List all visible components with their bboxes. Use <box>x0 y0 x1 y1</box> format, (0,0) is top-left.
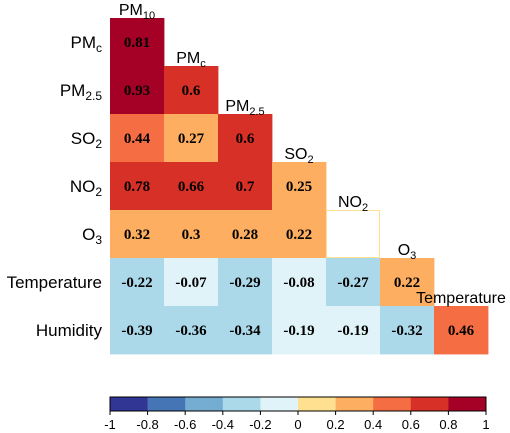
colorbar-segment <box>222 397 261 411</box>
colorbar-segment <box>373 397 412 411</box>
colorbar-ticks: -1 -0.8 -0.6 -0.4 -0.2 0 0.2 0.4 0.6 0.8 1 <box>104 411 490 432</box>
cell-value-label: 0.7 <box>236 179 255 195</box>
cell-value-label: 0.32 <box>124 227 150 243</box>
cell-value-label: 0.6 <box>182 83 201 99</box>
cell-value-label: 0.22 <box>394 275 420 291</box>
colorbar-segment <box>185 397 224 411</box>
cell-value-label: -0.27 <box>337 275 369 291</box>
cell-value-label: 0.66 <box>178 179 205 195</box>
colorbar-tick-label: 0.4 <box>364 417 382 432</box>
heatmap-cell <box>272 162 327 211</box>
heatmap-cell <box>218 306 273 355</box>
cell-value-label: -0.32 <box>391 323 422 339</box>
column-label: NO2 <box>338 194 368 214</box>
cell-value-label: 0.78 <box>124 179 150 195</box>
colorbar-tick-label: -0.4 <box>212 417 234 432</box>
cell-value-label: 0.6 <box>236 131 255 147</box>
cell-value-label: -0.19 <box>337 323 368 339</box>
cell-value-label: -0.19 <box>283 323 314 339</box>
row-labels: PMc PM2.5 SO2 NO2 O3 Temperature Humidity <box>7 33 103 340</box>
column-labels: PM10 PMc PM2.5 SO2 NO2 O3 Temperature <box>119 2 506 307</box>
cell-value-label: -0.07 <box>175 275 207 291</box>
cell-value-label: -0.08 <box>283 275 314 291</box>
cell-value-label: -0.22 <box>121 275 152 291</box>
heatmap-cell <box>272 258 327 307</box>
heatmap-cell <box>380 306 435 355</box>
cell-value-label: 0.22 <box>286 227 312 243</box>
heatmap-cell <box>380 258 435 307</box>
heatmap-cell <box>164 306 219 355</box>
cell-value-label: 0.93 <box>124 83 150 99</box>
column-label: PM2.5 <box>225 98 264 118</box>
heatmap-cell <box>272 210 327 259</box>
heatmap-cell <box>110 114 165 163</box>
cell-value-label: 0.81 <box>124 35 150 51</box>
column-label: PMc <box>176 50 206 70</box>
heatmap-cell <box>110 18 165 67</box>
row-label: O3 <box>82 225 102 247</box>
heatmap-cell <box>110 258 165 307</box>
heatmap-cell <box>110 162 165 211</box>
colorbar-segment <box>147 397 186 411</box>
heatmap-cell <box>110 210 165 259</box>
colorbar-segment <box>335 397 374 411</box>
cell-value-label: 0.44 <box>124 131 151 147</box>
heatmap-cell <box>164 114 219 163</box>
colorbar-tick-label: -0.6 <box>174 417 196 432</box>
heatmap-cell <box>326 210 380 258</box>
cell-value-label: 0.25 <box>286 179 312 195</box>
cell-value-label: -0.39 <box>121 323 152 339</box>
row-label: SO2 <box>71 129 103 151</box>
row-label: Temperature <box>7 273 102 292</box>
heatmap-cells: 0.81 0.93 0.6 0.44 0.27 0.6 0.78 0.66 0.7 0.25 0.3… <box>110 18 489 355</box>
cell-value-label: -0.29 <box>229 275 260 291</box>
colorbar-tick-label: 1 <box>482 417 489 432</box>
colorbar-tick-label: 0.8 <box>439 417 457 432</box>
column-label: SO2 <box>284 146 313 166</box>
heatmap-cell <box>434 306 489 355</box>
column-label: O3 <box>398 242 417 262</box>
heatmap-cell <box>164 258 219 307</box>
colorbar-segment <box>448 397 487 411</box>
cell-value-label: -0.34 <box>229 323 261 339</box>
heatmap-cell <box>218 258 273 307</box>
colorbar-tick-label: 0.2 <box>327 417 345 432</box>
colorbar-tick-label: -0.2 <box>249 417 271 432</box>
colorbar-tick-label: 0 <box>294 417 301 432</box>
column-label: Temperature <box>416 290 506 307</box>
row-label: PMc <box>71 33 103 55</box>
column-label: PM10 <box>119 2 155 22</box>
heatmap-cell <box>218 114 273 163</box>
colorbar-segment <box>410 397 449 411</box>
heatmap-cell <box>326 258 381 307</box>
colorbar-segment <box>110 397 148 411</box>
row-label: Humidity <box>36 321 103 340</box>
colorbar-tick-label: -0.8 <box>136 417 158 432</box>
heatmap-cell <box>218 210 273 259</box>
cell-value-label: 0.28 <box>232 227 258 243</box>
colorbar <box>109 396 487 412</box>
colorbar-tick-label: -1 <box>104 417 116 432</box>
heatmap-cell <box>164 210 219 259</box>
row-label: NO2 <box>70 177 103 199</box>
heatmap-cell <box>110 306 165 355</box>
heatmap-cell <box>164 162 219 211</box>
heatmap-cell <box>110 66 165 115</box>
cell-value-label: 0.27 <box>178 131 205 147</box>
row-label: PM2.5 <box>60 81 103 103</box>
cell-value-label: 0.46 <box>448 323 475 339</box>
colorbar-segment <box>298 397 336 411</box>
colorbar-tick-label: 0.6 <box>402 417 420 432</box>
colorbar-segment <box>260 397 299 411</box>
cell-value-label: -0.36 <box>175 323 207 339</box>
heatmap-cell <box>272 306 327 355</box>
cell-value-label: 0.3 <box>182 227 201 243</box>
heatmap-cell <box>218 162 273 211</box>
heatmap-cell <box>164 66 219 115</box>
heatmap-cell <box>326 306 381 355</box>
